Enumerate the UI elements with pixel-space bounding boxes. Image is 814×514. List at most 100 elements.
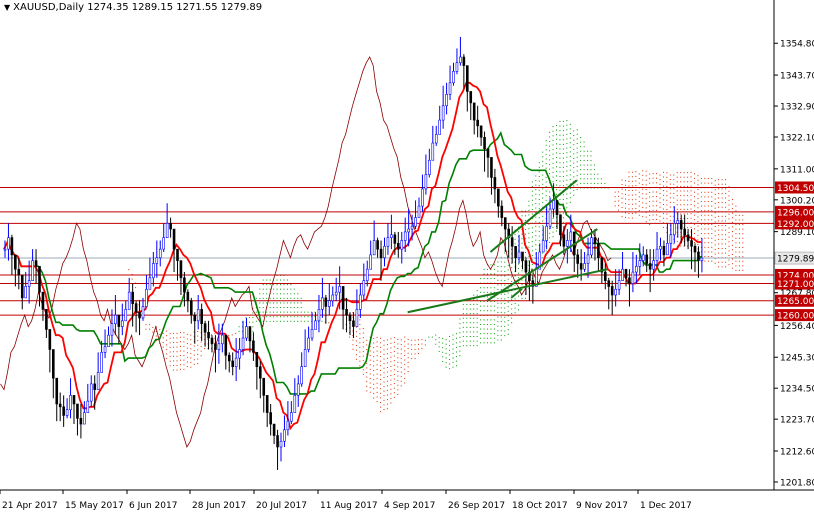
kumo-dot <box>569 178 571 180</box>
candle-body <box>541 240 545 253</box>
kumo-dot <box>469 303 471 305</box>
kumo-dot <box>380 360 382 362</box>
kumo-dot <box>576 152 578 154</box>
kumo-dot <box>355 340 357 342</box>
kumo-dot <box>569 201 571 203</box>
kumo-dot <box>580 141 582 143</box>
kumo-dot <box>711 223 713 225</box>
kumo-dot <box>552 236 554 238</box>
kumo-dot <box>393 337 395 339</box>
kumo-dot <box>266 297 268 299</box>
kumo-dot <box>390 361 392 363</box>
kumo-dot <box>393 396 395 398</box>
kumo-dot <box>535 180 537 182</box>
kumo-dot <box>204 348 206 350</box>
kumo-dot <box>476 345 478 347</box>
candle-body <box>334 291 338 296</box>
kumo-dot <box>528 232 530 234</box>
dropdown-triangle-icon[interactable]: ▼ <box>4 3 11 12</box>
kumo-dot <box>455 342 457 344</box>
kumo-dot <box>556 193 557 195</box>
kumo-dot <box>407 371 409 372</box>
kumo-dot <box>728 232 730 234</box>
kumo-dot <box>721 229 723 231</box>
kumo-dot <box>569 169 571 171</box>
kumo-dot <box>511 294 513 296</box>
kumo-dot <box>535 225 537 227</box>
kumo-dot <box>262 302 264 304</box>
kumo-dot <box>645 175 647 177</box>
kumo-dot <box>725 192 727 194</box>
level-price-tag-label: 1296.00 <box>777 208 814 218</box>
kumo-dot <box>276 311 278 313</box>
kumo-dot <box>545 153 547 155</box>
kumo-dot <box>255 316 257 318</box>
kumo-dot <box>449 349 451 351</box>
kumo-dot <box>293 297 295 299</box>
kumo-dot <box>556 147 557 149</box>
kumo-dot <box>656 205 658 207</box>
kumo-dot <box>652 191 654 193</box>
kumo-dot <box>283 297 285 299</box>
kumo-dot <box>735 210 737 212</box>
kijun-sen-line <box>3 131 702 395</box>
kumo-dot <box>731 208 733 210</box>
kumo-dot <box>552 130 554 132</box>
kumo-dot <box>280 320 281 322</box>
kumo-dot <box>707 219 709 221</box>
kumo-dot <box>697 230 699 232</box>
kumo-dot <box>500 288 502 290</box>
kumo-dot <box>573 194 575 196</box>
kumo-dot <box>662 194 664 196</box>
kumo-dot <box>562 125 564 127</box>
candle-body <box>355 309 359 327</box>
kumo-dot <box>155 330 157 332</box>
kumo-dot <box>731 240 733 242</box>
kumo-dot <box>621 206 623 208</box>
kumo-dot <box>518 263 520 265</box>
kumo-dot <box>493 319 495 321</box>
kumo-dot <box>562 171 564 173</box>
candle-body <box>424 174 428 190</box>
kumo-dot <box>166 358 168 360</box>
kumo-dot <box>280 297 281 299</box>
kumo-dot <box>252 317 254 319</box>
kumo-dot <box>276 293 278 295</box>
kumo-dot <box>535 189 537 191</box>
kumo-dot <box>704 191 706 193</box>
kumo-dot <box>314 311 316 313</box>
kumo-dot <box>276 302 278 304</box>
kumo-dot <box>676 181 678 183</box>
kumo-dot <box>542 156 544 158</box>
kumo-dot <box>476 313 478 315</box>
kumo-dot <box>666 204 668 206</box>
kumo-dot <box>638 210 640 212</box>
kumo-dot <box>549 232 551 234</box>
kumo-dot <box>193 359 195 361</box>
kumo-dot <box>662 185 664 187</box>
kumo-dot <box>493 287 495 289</box>
candle-body <box>524 260 528 273</box>
kumo-dot <box>573 130 575 132</box>
kumo-dot <box>211 334 212 336</box>
kumo-dot <box>645 170 647 172</box>
kumo-dot <box>480 310 482 312</box>
kumo-dot <box>631 176 633 178</box>
kumo-dot <box>190 339 192 341</box>
candle-body <box>217 343 221 350</box>
kumo-dot <box>449 340 451 342</box>
y-tick-label: 1256.40 <box>780 322 814 332</box>
kumo-dot <box>645 198 647 200</box>
candle-body <box>234 357 238 367</box>
kumo-dot <box>521 284 523 286</box>
level-price-tag <box>775 181 814 194</box>
kumo-dot <box>725 179 727 181</box>
kumo-dot <box>376 359 378 361</box>
kumo-dot <box>576 188 578 190</box>
kumo-dot <box>393 373 395 375</box>
kumo-dot <box>535 239 537 241</box>
kumo-dot <box>459 323 461 325</box>
kumo-dot <box>235 333 237 335</box>
kumo-dot <box>397 366 399 368</box>
